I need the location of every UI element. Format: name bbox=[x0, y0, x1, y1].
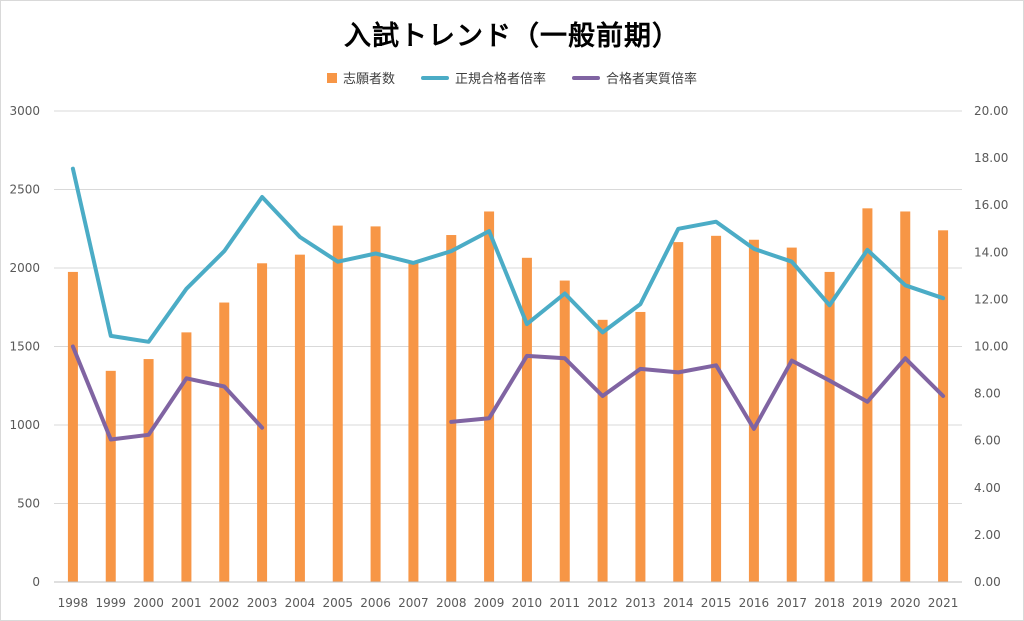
x-axis-tick-label: 2015 bbox=[701, 596, 732, 610]
chart-title: 入試トレンド（一般前期） bbox=[344, 21, 680, 52]
legend-label-regular-ratio: 正規合格者倍率 bbox=[454, 72, 546, 87]
right-axis-tick-label: 12.00 bbox=[974, 292, 1008, 306]
right-axis-tick-label: 16.00 bbox=[974, 198, 1008, 212]
right-axis-tick-label: 14.00 bbox=[974, 245, 1008, 259]
bar-applicants bbox=[938, 230, 949, 582]
line-regular-ratio bbox=[70, 166, 946, 344]
right-axis-tick-label: 2.00 bbox=[974, 528, 1001, 542]
x-axis-tick-label: 2005 bbox=[322, 596, 353, 610]
bar-applicants bbox=[181, 332, 192, 582]
x-axis-tick-label: 2003 bbox=[247, 596, 278, 610]
bar-applicants bbox=[862, 208, 873, 582]
legend-swatch-applicants bbox=[326, 72, 337, 83]
x-axis-tick-label: 2000 bbox=[133, 596, 164, 610]
legend-label-applicants: 志願者数 bbox=[342, 72, 395, 87]
bar-applicants bbox=[67, 271, 78, 582]
x-axis-tick-label: 2019 bbox=[852, 596, 883, 610]
right-axis-tick-label: 8.00 bbox=[974, 387, 1001, 401]
legend-swatch-regular-ratio bbox=[420, 75, 449, 80]
x-axis-tick-label: 2016 bbox=[739, 596, 770, 610]
left-axis-tick-label: 3000 bbox=[9, 104, 40, 118]
bar-applicants bbox=[219, 302, 230, 582]
x-axis-tick-label: 2010 bbox=[512, 596, 543, 610]
left-axis-tick-label: 1000 bbox=[9, 418, 40, 432]
x-axis-tick-label: 2018 bbox=[814, 596, 845, 610]
x-axis-tick-label: 2008 bbox=[436, 596, 467, 610]
bar-applicants bbox=[900, 211, 911, 583]
x-axis-tick-label: 2012 bbox=[587, 596, 618, 610]
left-axis-tick-label: 2000 bbox=[9, 261, 40, 275]
bar-applicants bbox=[446, 235, 457, 582]
x-axis-tick-label: 2017 bbox=[776, 596, 807, 610]
bar-applicants bbox=[559, 280, 570, 582]
x-axis-tick-label: 2007 bbox=[398, 596, 429, 610]
x-axis-tick-label: 2001 bbox=[171, 596, 202, 610]
bar-applicants bbox=[143, 359, 154, 582]
bar-applicants bbox=[257, 263, 268, 582]
x-axis-tick-label: 2011 bbox=[549, 596, 580, 610]
right-axis-tick-label: 6.00 bbox=[974, 434, 1001, 448]
bar-applicants bbox=[521, 257, 532, 582]
bar-applicants bbox=[597, 319, 608, 582]
legend-label-real-ratio: 合格者実質倍率 bbox=[606, 72, 698, 87]
x-axis-tick-label: 2013 bbox=[625, 596, 656, 610]
bar-applicants bbox=[370, 226, 381, 582]
bar-applicants bbox=[635, 311, 646, 582]
line-real-ratio bbox=[70, 344, 265, 442]
bar-applicants bbox=[786, 247, 797, 582]
x-axis-tick-label: 2009 bbox=[474, 596, 505, 610]
line-real-ratio bbox=[449, 353, 946, 431]
x-axis-tick-label: 2014 bbox=[663, 596, 694, 610]
x-axis-tick-label: 2004 bbox=[285, 596, 316, 610]
left-axis-tick-label: 1500 bbox=[9, 340, 40, 354]
x-axis-tick-label: 2002 bbox=[209, 596, 240, 610]
bar-applicants bbox=[294, 254, 305, 582]
left-axis-tick-label: 0 bbox=[32, 575, 40, 589]
right-axis-tick-label: 10.00 bbox=[974, 340, 1008, 354]
legend-item-applicants: 志願者数 bbox=[326, 68, 395, 87]
x-axis-tick-label: 2021 bbox=[928, 596, 959, 610]
bar-applicants bbox=[105, 370, 116, 582]
legend-item-real-ratio: 合格者実質倍率 bbox=[572, 68, 697, 87]
legend: 志願者数 正規合格者倍率 合格者実質倍率 bbox=[0, 68, 1024, 87]
bar-applicants bbox=[748, 239, 759, 583]
x-axis-tick-label: 2006 bbox=[360, 596, 391, 610]
bar-applicants bbox=[711, 235, 722, 582]
left-axis-tick-label: 2500 bbox=[9, 183, 40, 197]
bar-applicants bbox=[408, 261, 419, 582]
right-axis-tick-label: 0.00 bbox=[974, 575, 1001, 589]
bar-applicants bbox=[824, 271, 835, 582]
x-axis-tick-label: 1999 bbox=[95, 596, 126, 610]
right-axis-tick-label: 4.00 bbox=[974, 481, 1001, 495]
legend-item-regular-ratio: 正規合格者倍率 bbox=[420, 68, 546, 87]
bar-applicants bbox=[332, 225, 343, 583]
bar-applicants bbox=[673, 242, 684, 582]
x-axis-tick-label: 2020 bbox=[890, 596, 921, 610]
legend-swatch-real-ratio bbox=[572, 75, 600, 80]
x-axis-tick-label: 1998 bbox=[58, 596, 89, 610]
right-axis-tick-label: 20.00 bbox=[974, 104, 1008, 118]
left-axis-tick-label: 500 bbox=[17, 497, 40, 511]
bar-applicants bbox=[484, 211, 495, 583]
right-axis-tick-label: 18.00 bbox=[974, 151, 1008, 165]
